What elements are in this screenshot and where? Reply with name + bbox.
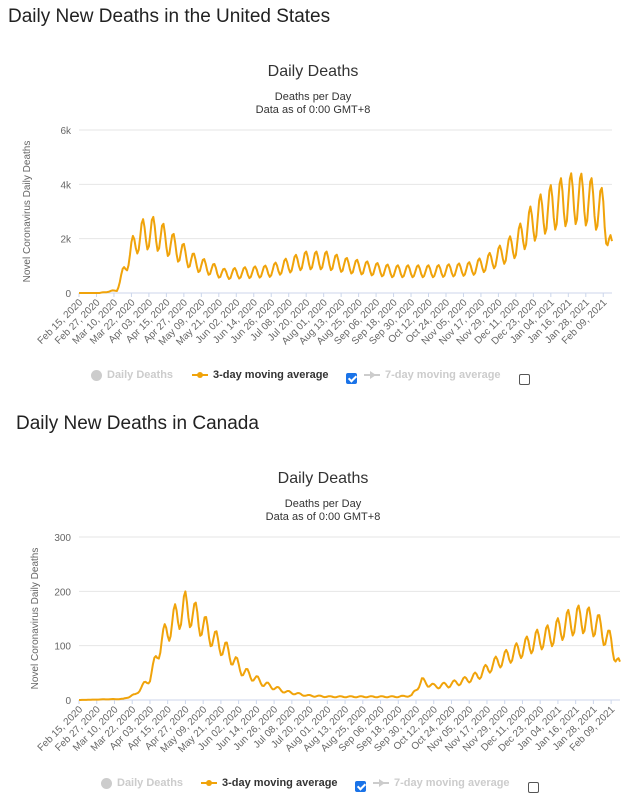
chart-title: Daily Deaths xyxy=(278,470,369,487)
y-tick-label: 300 xyxy=(54,533,71,544)
us-7day-checkbox[interactable] xyxy=(519,374,530,385)
ca-3day-checkbox[interactable] xyxy=(355,781,366,792)
y-tick-label: 200 xyxy=(54,587,71,598)
us-3day-checkbox[interactable] xyxy=(346,373,357,384)
ca-7day-checkbox[interactable] xyxy=(528,782,539,793)
legend-label: 7-day moving average xyxy=(394,777,510,789)
page-title-ca: Daily New Deaths in Canada xyxy=(16,413,259,434)
legend-label: 3-day moving average xyxy=(213,369,329,381)
series-line-3day-average xyxy=(79,590,621,701)
circle-icon xyxy=(101,777,112,789)
line-marker-icon xyxy=(373,778,389,788)
us-legend-7day-average[interactable]: 7-day moving average xyxy=(364,369,501,381)
us-legend-daily-deaths[interactable]: Daily Deaths xyxy=(91,369,173,381)
us-legend: Daily Deaths 3-day moving average 7-day … xyxy=(0,369,643,391)
y-tick-label: 100 xyxy=(54,642,71,653)
y-tick-label: 0 xyxy=(65,289,71,300)
y-tick-label: 2k xyxy=(60,235,72,246)
ca-legend-7day-average[interactable]: 7-day moving average xyxy=(373,777,510,789)
us-legend-3day-average[interactable]: 3-day moving average xyxy=(192,369,329,381)
y-axis-label: Novel Coronavirus Daily Deaths xyxy=(30,548,41,690)
circle-icon xyxy=(91,369,102,381)
legend-label: Daily Deaths xyxy=(117,777,184,789)
ca-legend: Daily Deaths 3-day moving average 7-day … xyxy=(0,777,643,799)
y-tick-label: 0 xyxy=(65,696,71,707)
chart-title: Daily Deaths xyxy=(268,63,359,80)
legend-label: 3-day moving average xyxy=(222,777,338,789)
chart-subtitle: Deaths per Day xyxy=(275,91,352,103)
line-marker-icon xyxy=(201,778,217,788)
y-tick-label: 4k xyxy=(60,180,72,191)
chart-subtitle: Deaths per Day xyxy=(285,498,362,510)
ca-legend-daily-deaths[interactable]: Daily Deaths xyxy=(101,777,183,789)
line-marker-icon xyxy=(364,370,380,380)
legend-label: 7-day moving average xyxy=(385,369,501,381)
y-tick-label: 6k xyxy=(60,126,72,137)
chart-subtitle-date: Data as of 0:00 GMT+8 xyxy=(266,511,381,523)
series-line-3day-average xyxy=(79,172,613,294)
line-marker-icon xyxy=(192,370,208,380)
page-title-us: Daily New Deaths in the United States xyxy=(8,6,331,27)
chart-subtitle-date: Data as of 0:00 GMT+8 xyxy=(256,104,371,116)
legend-label: Daily Deaths xyxy=(107,369,174,381)
y-axis-label: Novel Coronavirus Daily Deaths xyxy=(22,141,33,283)
ca-legend-3day-average[interactable]: 3-day moving average xyxy=(201,777,338,789)
